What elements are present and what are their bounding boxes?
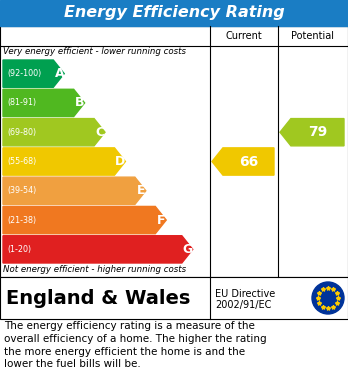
Text: (81-91): (81-91) <box>7 99 36 108</box>
Bar <box>0 0 348 26</box>
Polygon shape <box>212 148 274 175</box>
Text: G: G <box>183 243 193 256</box>
Text: (92-100): (92-100) <box>7 69 41 78</box>
Polygon shape <box>3 206 166 234</box>
Text: Potential: Potential <box>292 31 334 41</box>
Text: 66: 66 <box>239 154 258 169</box>
Text: The energy efficiency rating is a measure of the
overall efficiency of a home. T: The energy efficiency rating is a measur… <box>4 321 267 369</box>
Text: England & Wales: England & Wales <box>6 289 190 307</box>
Circle shape <box>312 282 344 314</box>
Text: Current: Current <box>226 31 262 41</box>
Text: Very energy efficient - lower running costs: Very energy efficient - lower running co… <box>3 47 186 56</box>
Text: (55-68): (55-68) <box>7 157 36 166</box>
Polygon shape <box>3 148 125 175</box>
Bar <box>0 26 348 277</box>
Text: (1-20): (1-20) <box>7 245 31 254</box>
Text: A: A <box>55 67 64 80</box>
Text: D: D <box>116 155 126 168</box>
Text: Energy Efficiency Rating: Energy Efficiency Rating <box>64 5 284 20</box>
Text: B: B <box>75 97 85 109</box>
Text: F: F <box>157 213 166 226</box>
Text: Not energy efficient - higher running costs: Not energy efficient - higher running co… <box>3 265 186 274</box>
Polygon shape <box>3 118 105 146</box>
Text: 2002/91/EC: 2002/91/EC <box>215 300 271 310</box>
Polygon shape <box>3 236 193 263</box>
Text: C: C <box>96 126 105 139</box>
Text: E: E <box>137 184 145 197</box>
Polygon shape <box>3 177 146 204</box>
Bar <box>0 277 348 319</box>
Polygon shape <box>3 89 85 117</box>
Text: (69-80): (69-80) <box>7 128 36 137</box>
Polygon shape <box>280 118 344 146</box>
Text: (39-54): (39-54) <box>7 186 36 195</box>
Polygon shape <box>3 60 64 87</box>
Text: (21-38): (21-38) <box>7 215 36 224</box>
Text: 79: 79 <box>308 125 327 139</box>
Text: EU Directive: EU Directive <box>215 289 275 299</box>
